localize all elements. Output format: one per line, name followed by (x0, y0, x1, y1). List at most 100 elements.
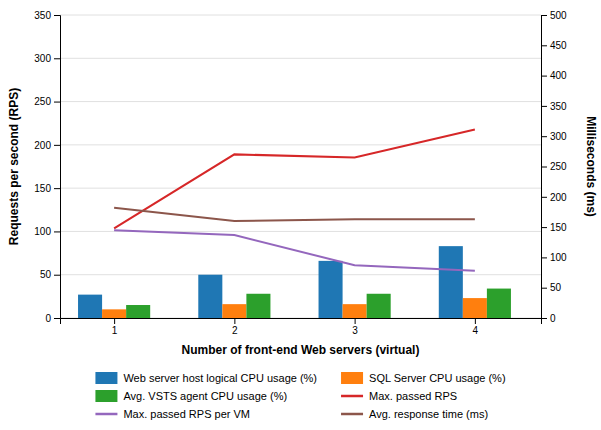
x-axis: 1 2 3 4 (61, 318, 542, 336)
tick-label: 50 (550, 282, 562, 293)
legend-label: Avg. response time (ms) (369, 408, 488, 420)
tick-label: 0 (550, 313, 556, 324)
legend-item: Avg. VSTS agent CPU usage (%) (95, 390, 287, 402)
tick-label: 350 (34, 10, 51, 21)
legend-swatch (341, 413, 363, 416)
tick: 350 (34, 10, 60, 21)
bar (463, 298, 487, 318)
tick-mark (54, 188, 60, 189)
bar (126, 305, 150, 318)
tick-label: 150 (550, 222, 567, 233)
tick: 200 (541, 192, 567, 203)
y2-axis-title: Milliseconds (ms) (584, 116, 598, 217)
bar (78, 295, 102, 318)
tick: 0 (541, 313, 556, 324)
tick: 350 (541, 101, 567, 112)
legend-item: Max. passed RPS per VM (95, 408, 250, 420)
tick-label: 350 (550, 101, 567, 112)
line (114, 130, 475, 229)
tick-mark (114, 318, 115, 324)
tick: 250 (34, 96, 60, 107)
tick-mark (234, 318, 235, 324)
axis-domain (54, 16, 61, 319)
tick-mark (54, 102, 60, 103)
legend-label: Web server host logical CPU usage (%) (123, 372, 317, 384)
legend-label: Max. passed RPS per VM (123, 408, 250, 420)
y-axis: 050100150200250300350 (34, 10, 60, 324)
tick-mark (54, 15, 60, 16)
tick-label: 200 (550, 192, 567, 203)
tick-label: 200 (34, 140, 51, 151)
tick-label: 400 (550, 70, 567, 81)
tick-mark (541, 76, 547, 77)
tick-mark (54, 58, 60, 59)
legend-swatch (95, 372, 117, 384)
tick-label: 250 (34, 96, 51, 107)
tick: 100 (541, 252, 567, 263)
tick-label: 150 (34, 183, 51, 194)
y2-axis: 0 50 100 150 200 250 300 350 400 450 500 (541, 10, 567, 324)
bar-series (126, 289, 511, 318)
tick-mark (541, 45, 547, 46)
tick-label: 100 (550, 252, 567, 263)
line (114, 208, 475, 221)
tick: 450 (541, 40, 567, 51)
legend-item: Max. passed RPS (341, 390, 457, 402)
bar (487, 289, 511, 318)
legend-swatch (341, 372, 363, 384)
tick: 4 (473, 318, 479, 336)
tick-mark (541, 197, 547, 198)
x-axis-title: Number of front-end Web servers (virtual… (182, 343, 420, 357)
bar (367, 294, 391, 318)
tick-mark (541, 288, 547, 289)
tick: 50 (40, 269, 60, 280)
tick-label: 250 (550, 161, 567, 172)
bar-series (102, 298, 487, 318)
tick-label: 1 (112, 325, 118, 336)
axis-domain (542, 16, 548, 319)
bar (246, 294, 270, 318)
tick-mark (355, 318, 356, 324)
grid-line (60, 144, 541, 145)
bar (198, 275, 222, 318)
grid (60, 15, 541, 318)
tick-label: 100 (34, 226, 51, 237)
tick-mark (541, 15, 547, 16)
tick: 100 (34, 226, 60, 237)
chart: 1234050100150200250300350050100150200250… (0, 0, 601, 430)
bar (343, 304, 367, 318)
legend: Web server host logical CPU usage (%)SQL… (95, 372, 505, 420)
tick: 150 (34, 183, 60, 194)
tick-label: 50 (40, 269, 52, 280)
tick-mark (54, 231, 60, 232)
grid-line (60, 274, 541, 275)
tick: 300 (34, 53, 60, 64)
tick: 200 (34, 140, 60, 151)
tick: 3 (352, 318, 358, 336)
legend-swatch (341, 395, 363, 398)
grid-line (60, 188, 541, 189)
bar (102, 309, 126, 318)
grid-line (60, 58, 541, 59)
marks (78, 130, 511, 318)
tick: 2 (232, 318, 238, 336)
bar (319, 261, 343, 318)
tick-mark (541, 167, 547, 168)
tick: 400 (541, 70, 567, 81)
y-axis-title: Requests per second (RPS) (7, 88, 21, 245)
legend-label: Avg. VSTS agent CPU usage (%) (123, 390, 287, 402)
legend-item: Avg. response time (ms) (341, 408, 488, 420)
tick-mark (541, 257, 547, 258)
tick-mark (541, 136, 547, 137)
tick-label: 2 (232, 325, 238, 336)
tick: 150 (541, 222, 567, 233)
bar-series (78, 246, 463, 318)
tick-label: 450 (550, 40, 567, 51)
tick: 300 (541, 131, 567, 142)
tick-mark (54, 145, 60, 146)
tick-mark (475, 318, 476, 324)
tick: 500 (541, 10, 567, 21)
tick-mark (54, 275, 60, 276)
legend-item: Web server host logical CPU usage (%) (95, 372, 317, 384)
tick-mark (541, 227, 547, 228)
